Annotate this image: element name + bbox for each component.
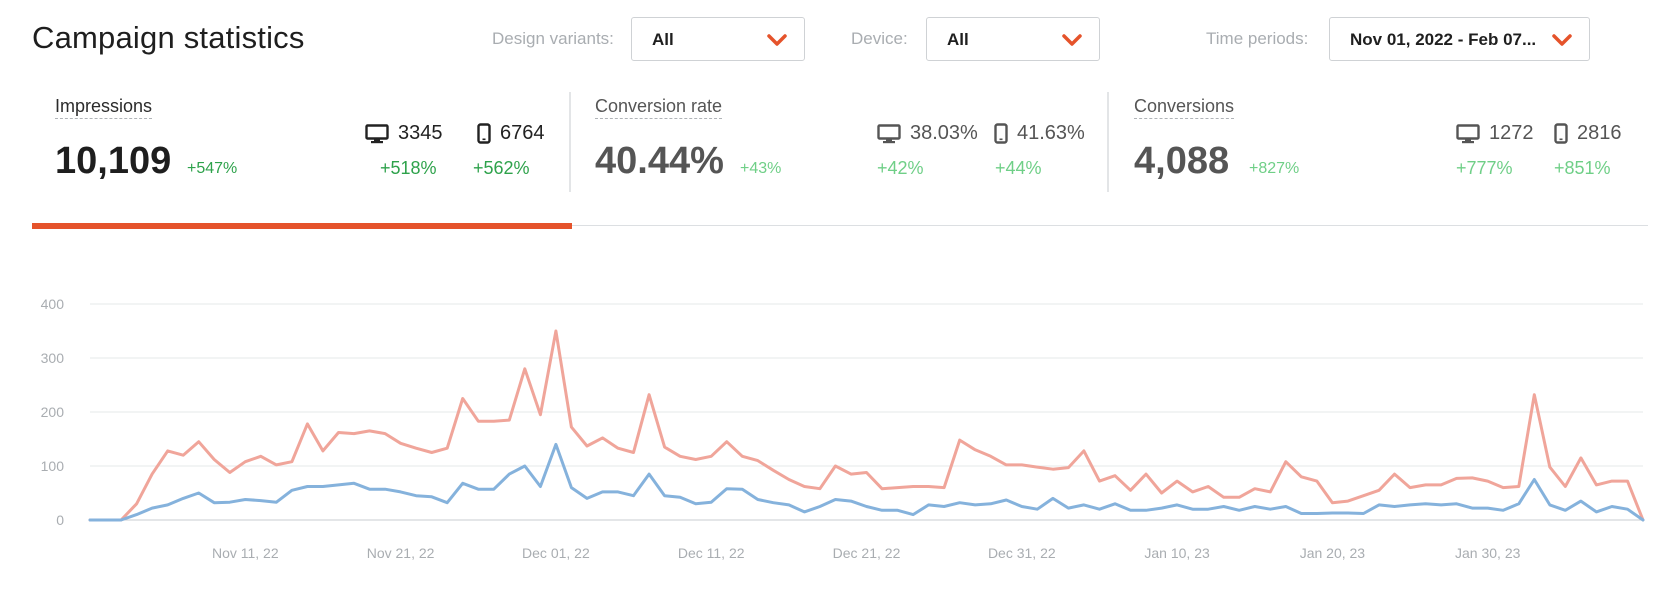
conversions-desktop-value: 1272 <box>1489 122 1534 144</box>
y-tick-label: 300 <box>41 350 65 366</box>
device-select[interactable]: All <box>926 17 1100 61</box>
chevron-down-icon <box>1062 34 1082 46</box>
x-tick-label: Dec 31, 22 <box>988 545 1056 561</box>
design-variants-label: Design variants: <box>492 29 614 48</box>
page-title: Campaign statistics <box>32 20 305 55</box>
mobile-icon <box>477 123 491 144</box>
y-tick-label: 100 <box>41 458 65 474</box>
x-tick-label: Jan 10, 23 <box>1144 545 1210 561</box>
metric-divider <box>1107 92 1109 192</box>
impressions-desktop-delta: +518% <box>380 158 437 178</box>
conversions-desktop: 1272 <box>1456 122 1534 145</box>
device-value: All <box>947 30 969 49</box>
conversion-rate-delta: +43% <box>740 160 782 177</box>
series-line-desktop <box>88 442 1645 522</box>
desktop-icon <box>877 123 901 143</box>
x-tick-label: Dec 11, 22 <box>678 545 745 561</box>
conversions-desktop-delta: +777% <box>1456 158 1513 178</box>
device-label: Device: <box>851 29 908 48</box>
chevron-down-icon <box>767 34 787 46</box>
conversion-rate-desktop: 38.03% <box>877 122 978 145</box>
y-tick-label: 200 <box>41 404 65 420</box>
mobile-icon <box>1554 123 1568 144</box>
y-tick-label: 400 <box>41 296 65 312</box>
impressions-desktop: 3345 <box>365 122 443 145</box>
design-variants-value: All <box>652 30 674 49</box>
conversions-mobile-delta: +851% <box>1554 158 1611 178</box>
conversion-rate-desktop-value: 38.03% <box>910 122 978 144</box>
conversion-rate-label: Conversion rate <box>595 96 723 119</box>
active-tab-indicator <box>32 223 572 229</box>
x-tick-label: Nov 11, 22 <box>212 545 279 561</box>
metric-tab-impressions[interactable]: Impressions 10,109 +547% 3345 6764 +518%… <box>55 92 545 192</box>
conversions-mobile: 2816 <box>1554 122 1622 145</box>
metric-tab-conversion-rate[interactable]: Conversion rate 40.44% +43% 38.03% 41.63… <box>595 92 1085 192</box>
metric-divider <box>569 92 571 192</box>
series-line-mobile <box>88 329 1645 522</box>
x-tick-label: Jan 20, 23 <box>1300 545 1366 561</box>
tab-divider <box>32 225 1648 226</box>
x-tick-label: Dec 21, 22 <box>833 545 901 561</box>
impressions-mobile-value: 6764 <box>500 122 545 144</box>
time-periods-label: Time periods: <box>1206 29 1309 48</box>
x-tick-label: Nov 21, 22 <box>367 545 435 561</box>
desktop-icon <box>365 123 389 143</box>
impressions-mobile-delta: +562% <box>473 158 530 178</box>
time-periods-value: Nov 01, 2022 - Feb 07... <box>1350 30 1537 49</box>
desktop-icon <box>1456 123 1480 143</box>
impressions-mobile: 6764 <box>477 122 545 145</box>
impressions-label: Impressions <box>55 96 153 119</box>
conversion-rate-value: 40.44% <box>595 140 724 182</box>
conversions-delta: +827% <box>1249 160 1300 177</box>
mobile-icon <box>994 123 1008 144</box>
conversions-label: Conversions <box>1134 96 1235 119</box>
chevron-down-icon <box>1552 34 1572 46</box>
conversion-rate-mobile-value: 41.63% <box>1017 122 1085 144</box>
design-variants-select[interactable]: All <box>631 17 805 61</box>
x-tick-label: Dec 01, 22 <box>522 545 590 561</box>
x-tick-label: Jan 30, 23 <box>1455 545 1521 561</box>
conversion-rate-desktop-delta: +42% <box>877 158 924 178</box>
time-periods-select[interactable]: Nov 01, 2022 - Feb 07... <box>1329 17 1590 61</box>
metric-tab-conversions[interactable]: Conversions 4,088 +827% 1272 2816 +777% … <box>1134 92 1634 192</box>
conversion-rate-mobile-delta: +44% <box>995 158 1042 178</box>
conversions-mobile-value: 2816 <box>1577 122 1622 144</box>
impressions-desktop-value: 3345 <box>398 122 443 144</box>
impressions-delta: +547% <box>187 160 238 177</box>
impressions-value: 10,109 <box>55 140 172 182</box>
impressions-chart: 0 100 200 300 400 Nov 11, 22 Nov 21, 22 Dec 01,… <box>41 296 1645 561</box>
y-tick-label: 0 <box>56 512 64 528</box>
conversion-rate-mobile: 41.63% <box>994 122 1085 145</box>
conversions-value: 4,088 <box>1134 140 1230 182</box>
